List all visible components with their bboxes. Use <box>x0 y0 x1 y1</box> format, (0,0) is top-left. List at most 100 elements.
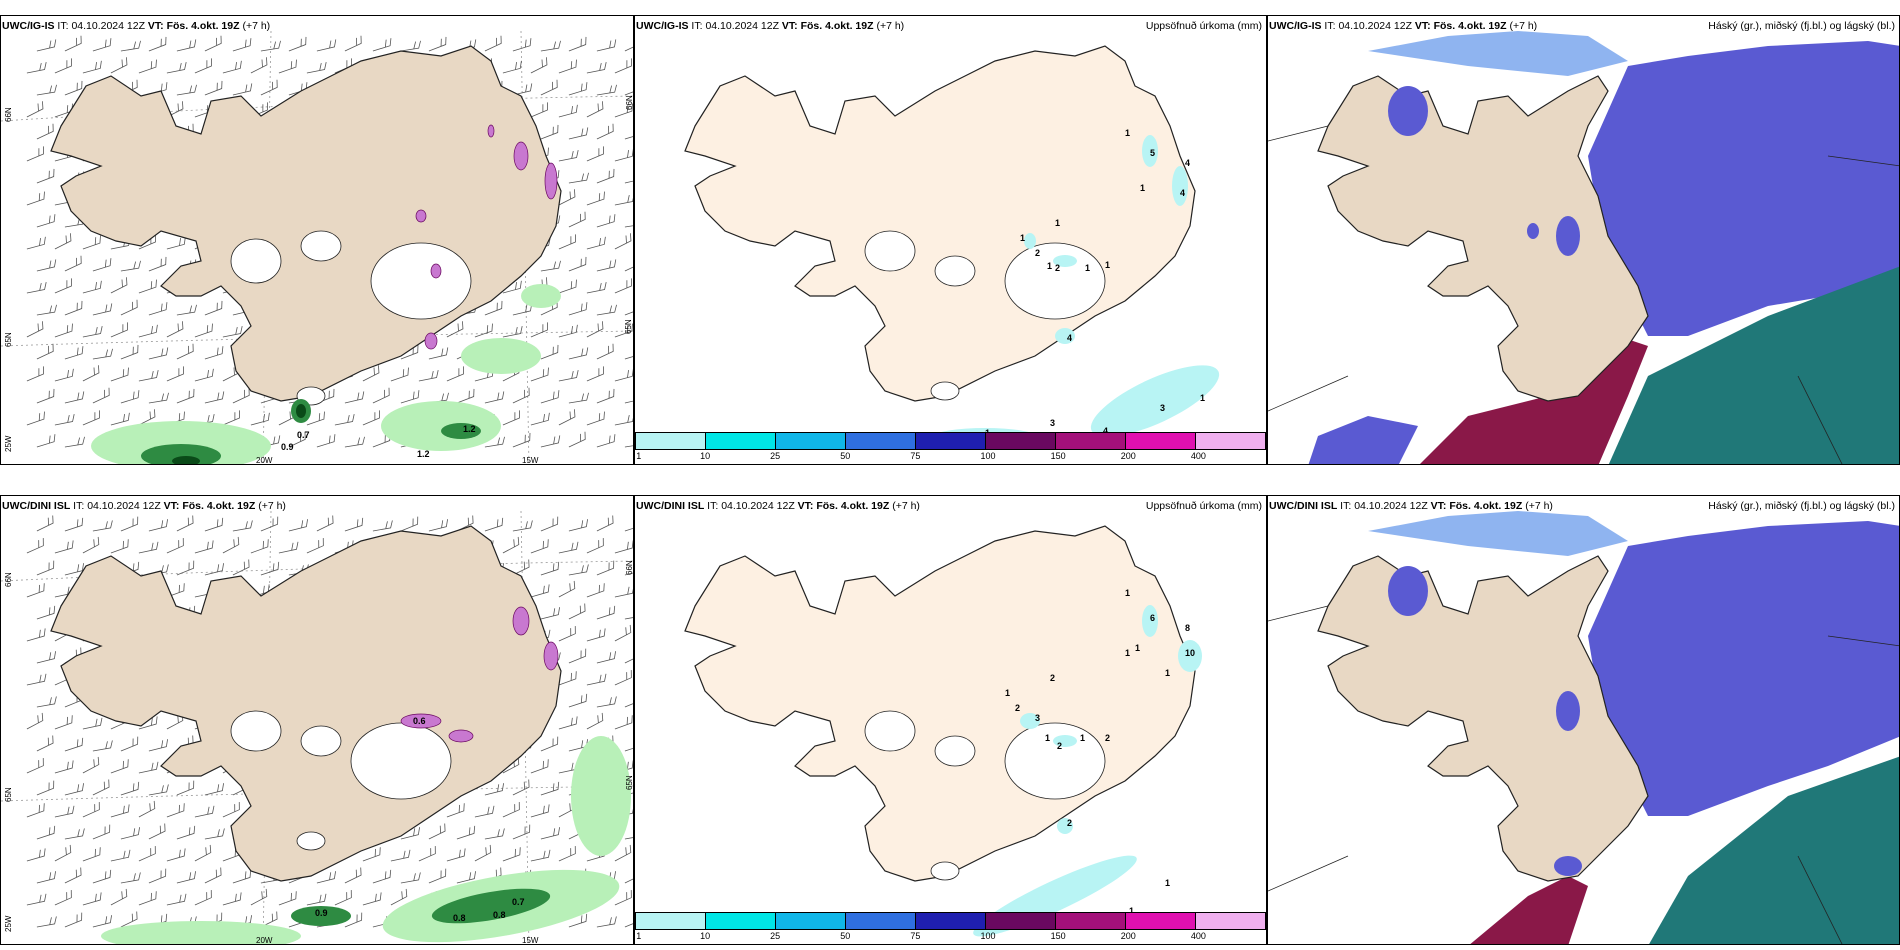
axis-label: 65N <box>624 319 633 334</box>
colorbar-swatch <box>636 433 706 449</box>
panel-subtitle: Uppsöfnuð úrkoma (mm) <box>1145 20 1262 32</box>
wind-barb <box>306 893 327 906</box>
precip-value-label: 1 <box>1125 588 1130 598</box>
wind-barb <box>558 189 576 206</box>
wind-barb <box>474 323 493 338</box>
value-label: 0.8 <box>453 913 466 923</box>
colorbar-tick: 25 <box>770 931 781 941</box>
precip-value-label: 5 <box>1150 148 1155 158</box>
wind-barb <box>176 343 194 360</box>
wind-barb <box>586 538 604 554</box>
wind-barb <box>138 891 157 906</box>
wind-barb <box>428 823 446 840</box>
precip-value-label: 4 <box>1180 188 1185 198</box>
wind-barb <box>540 561 560 576</box>
wind-barb <box>502 536 520 554</box>
wind-barb <box>428 36 447 52</box>
wind-barb <box>288 36 307 52</box>
wind-barb <box>558 279 577 294</box>
wind-barb <box>64 563 84 576</box>
wind-barb <box>54 414 75 426</box>
wind-barb <box>596 434 616 448</box>
panel-title: UWC/DINI ISL IT: 04.10.2024 12Z VT: Fös.… <box>2 500 286 512</box>
precip-value-label: 2 <box>1050 673 1055 683</box>
wind-barb <box>596 304 617 316</box>
value-label: 0.7 <box>297 430 310 440</box>
wind-barb <box>204 346 224 360</box>
wind-barb <box>334 890 352 906</box>
colorbar-swatch <box>1196 913 1265 929</box>
wind-barb <box>82 717 103 730</box>
wind-barb <box>456 871 476 884</box>
wind-barb <box>204 300 223 316</box>
precip-value-label: 2 <box>1015 703 1020 713</box>
colorbar-swatch <box>916 433 986 449</box>
value-label: 0.6 <box>413 716 426 726</box>
wind-barb <box>110 57 128 74</box>
wind-barb <box>148 36 167 52</box>
wind-barb <box>596 343 614 360</box>
wind-barb <box>110 412 130 426</box>
iceland-land <box>1317 555 1649 882</box>
wind-barb <box>558 104 578 118</box>
wind-barb <box>176 39 197 52</box>
wind-barb <box>26 628 46 642</box>
wind-barb <box>558 846 576 862</box>
iceland-land <box>50 525 562 882</box>
precip-value-label: 1 <box>1085 263 1090 273</box>
wind-barb <box>344 436 365 448</box>
wind-barb <box>54 540 74 554</box>
wind-barb <box>540 607 560 620</box>
wind-barb <box>54 323 73 338</box>
wind-barb <box>64 391 85 404</box>
value-label: 1.2 <box>417 449 430 459</box>
wind-barb <box>138 370 159 382</box>
wind-barb <box>484 300 503 316</box>
wind-barb <box>26 673 47 686</box>
wind-barb <box>26 848 46 862</box>
wind-barb <box>148 347 169 360</box>
wind-barb <box>614 715 633 730</box>
colorbar-tick: 50 <box>840 931 851 941</box>
wind-barb <box>624 300 633 316</box>
wind-barb <box>624 391 633 404</box>
wind-barb <box>624 80 633 96</box>
wind-barb <box>530 539 549 554</box>
wind-barb <box>418 370 439 382</box>
wind-barb <box>586 411 605 426</box>
wind-barb <box>614 103 633 118</box>
wind-barb <box>474 805 495 818</box>
wind-barb <box>624 255 633 272</box>
precip-labels: 154411121211413314 <box>985 128 1205 438</box>
wind-barb <box>120 344 139 360</box>
wind-barb <box>36 735 54 752</box>
colorbar-tick: 10 <box>700 451 711 461</box>
wind-barb <box>316 515 334 532</box>
wind-barb <box>138 324 158 338</box>
colorbar-swatch <box>706 913 776 929</box>
value-label: 0.7 <box>512 897 525 907</box>
wind-barb <box>166 321 184 338</box>
colorbar-swatch <box>776 913 846 929</box>
colorbar-swatch <box>1056 433 1126 449</box>
wind-barb <box>558 59 577 74</box>
wind-barb <box>110 888 128 906</box>
wind-barb <box>54 368 74 382</box>
precip-value-label: 4 <box>1103 426 1108 436</box>
precip-value-label: 1 <box>1055 218 1060 228</box>
wind-barb <box>306 411 325 426</box>
wind-barb <box>148 519 168 532</box>
wind-barb <box>530 849 551 862</box>
wind-barb <box>36 825 56 840</box>
wind-barb <box>36 388 55 404</box>
wind-barb <box>334 414 355 426</box>
axis-label: 15W <box>522 936 539 945</box>
wind-barb <box>110 322 128 338</box>
wind-barb <box>82 235 101 250</box>
wind-barb <box>176 84 197 96</box>
wind-barb <box>596 123 614 140</box>
precip-value-label: 2 <box>1035 248 1040 258</box>
wind-barb <box>260 911 278 928</box>
colorbar-swatch <box>846 913 916 929</box>
wind-barb <box>512 559 530 576</box>
